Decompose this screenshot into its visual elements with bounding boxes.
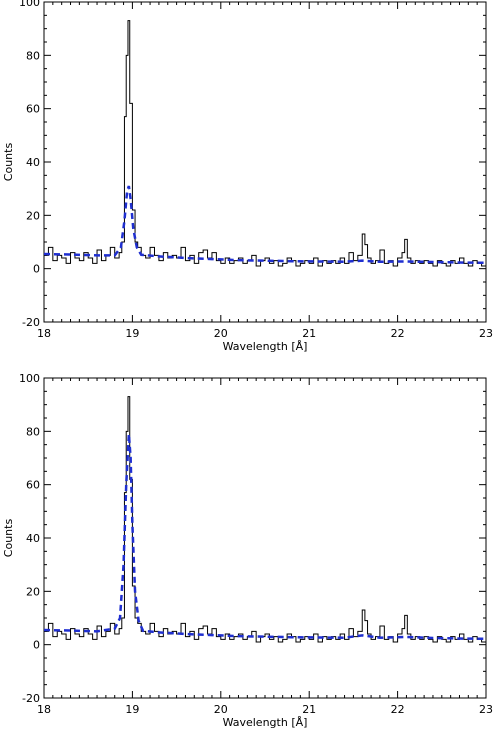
x-tick-label: 23 [479,327,493,340]
x-tick-label: 18 [37,327,51,340]
x-tick-label: 23 [479,703,493,716]
y-tick-label: 100 [19,0,40,9]
model-curve-line [44,185,486,265]
plot-area [44,396,486,643]
x-tick-label: 20 [214,327,228,340]
y-axis-label: Counts [2,143,15,182]
plot-frame [43,1,487,323]
y-axis-label: Counts [2,519,15,558]
x-tick-label: 18 [37,703,51,716]
x-axis-label: Wavelength [Å] [223,340,308,353]
x-tick-label: 19 [125,327,139,340]
x-tick-label: 22 [391,327,405,340]
y-tick-label: 0 [33,639,40,652]
y-tick-label: 60 [26,479,40,492]
y-tick-label: 40 [26,532,40,545]
y-tick-label: 100 [19,372,40,385]
panel-top: 18 19 20 21 22 23 -20 0 20 40 60 80 100 Wavelength [Å… [2,0,493,353]
x-tick-label: 19 [125,703,139,716]
y-tick-label: 0 [33,263,40,276]
observed-spectrum-line [44,396,486,643]
y-tick-label: 80 [26,49,40,62]
model-curve-line [44,433,486,641]
y-tick-label: 60 [26,103,40,116]
x-tick-label: 21 [302,703,316,716]
y-tick-label: 80 [26,425,40,438]
x-axis-label: Wavelength [Å] [223,716,308,729]
x-tick-label: 21 [302,327,316,340]
plot-frame [43,377,487,699]
x-tick-label: 20 [214,703,228,716]
y-tick-label: 20 [26,209,40,222]
y-tick-label: -20 [22,316,40,329]
y-tick-label: 20 [26,585,40,598]
panel-bottom: 18 19 20 21 22 23 -20 0 20 40 60 80 100 Wavelength [Å… [2,372,493,729]
observed-spectrum-line [44,20,486,267]
x-tick-label: 22 [391,703,405,716]
y-tick-label: -20 [22,692,40,705]
y-tick-label: 40 [26,156,40,169]
plot-area [44,20,486,267]
